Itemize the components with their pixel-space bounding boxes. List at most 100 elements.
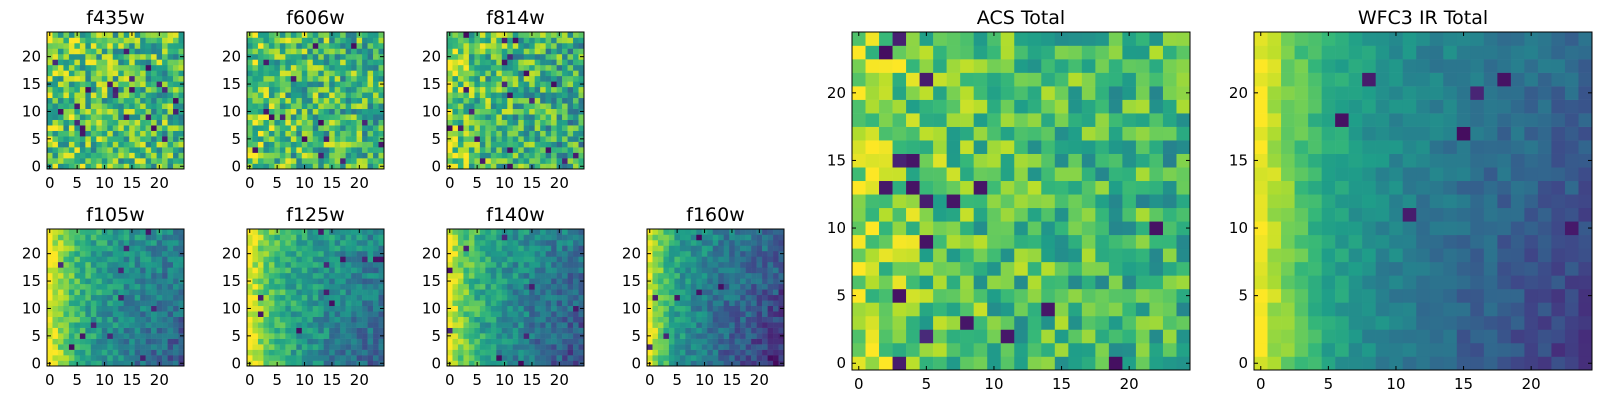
heatmap-cell: [668, 229, 675, 235]
heatmap-cell: [540, 48, 546, 55]
heatmap-cell: [107, 48, 114, 55]
heatmap-cell: [79, 300, 86, 307]
heatmap-cell: [85, 37, 92, 44]
heatmap-cell: [68, 125, 75, 131]
heatmap-cell: [474, 234, 481, 241]
heatmap-cell: [312, 108, 319, 115]
heatmap-cell: [140, 349, 146, 356]
heatmap-cell: [74, 278, 81, 285]
heatmap-cell: [63, 327, 70, 334]
heatmap-cell: [679, 278, 686, 285]
heatmap-cell: [340, 338, 346, 345]
heatmap-cell: [334, 283, 341, 290]
heatmap-cell: [468, 130, 475, 137]
heatmap-cell: [556, 70, 563, 77]
heatmap-cell: [485, 256, 492, 263]
heatmap-cell: [745, 344, 752, 350]
heatmap-cell: [279, 250, 286, 257]
heatmap-cell: [367, 256, 374, 263]
heatmap-cell: [52, 256, 59, 263]
heatmap-cell: [90, 125, 97, 131]
heatmap-cell: [123, 234, 130, 241]
heatmap-cell: [112, 355, 119, 361]
heatmap-cell: [173, 152, 179, 159]
heatmap-cell: [140, 114, 146, 120]
heatmap-cell: [52, 245, 59, 252]
heatmap-cell: [960, 275, 974, 290]
heatmap-cell: [545, 48, 552, 55]
heatmap-cell: [57, 125, 64, 131]
heatmap-cell: [679, 229, 686, 235]
heatmap-cell: [173, 53, 179, 60]
heatmap-cell: [663, 294, 670, 301]
heatmap-cell: [507, 272, 514, 279]
x-tick-label: 0: [445, 371, 455, 389]
heatmap-cell: [318, 42, 325, 49]
heatmap-cell: [529, 114, 535, 120]
heatmap-cell: [960, 342, 974, 357]
heatmap-cell: [101, 108, 108, 115]
heatmap-cell: [751, 261, 757, 268]
heatmap-cell: [134, 261, 141, 268]
heatmap-cell: [1095, 275, 1110, 290]
heatmap-cell: [263, 136, 270, 142]
heatmap-cell: [140, 305, 146, 312]
heatmap-cell: [518, 152, 525, 159]
heatmap-cell: [1108, 315, 1123, 330]
heatmap-cell: [496, 360, 503, 367]
heatmap-cell: [463, 283, 470, 290]
heatmap-cell: [279, 245, 286, 252]
heatmap-cell: [318, 327, 325, 334]
heatmap-cell: [373, 108, 379, 115]
heatmap-cell: [712, 322, 719, 328]
heatmap-cell: [518, 360, 525, 367]
heatmap-cell: [47, 272, 53, 279]
heatmap-cell: [674, 355, 681, 361]
heatmap-cell: [1027, 329, 1042, 344]
heatmap-cell: [468, 136, 475, 142]
heatmap-cell: [47, 327, 53, 334]
heatmap-cell: [167, 92, 174, 99]
heatmap-cell: [457, 316, 464, 323]
heatmap-cell: [367, 53, 374, 60]
heatmap-cell: [74, 322, 81, 328]
heatmap-cell: [501, 344, 508, 350]
heatmap-cell: [257, 316, 264, 323]
heatmap-cell: [540, 355, 546, 361]
heatmap-cell: [345, 103, 352, 110]
heatmap-cell: [1149, 275, 1164, 290]
heatmap-cell: [573, 103, 579, 110]
heatmap-cell: [57, 152, 64, 159]
heatmap-cell: [712, 250, 719, 257]
heatmap-cell: [340, 344, 346, 350]
heatmap-cell: [74, 86, 81, 93]
heatmap-cell: [312, 355, 319, 361]
heatmap-cell: [279, 283, 286, 290]
heatmap-cell: [556, 119, 563, 126]
heatmap-cell: [307, 147, 314, 153]
heatmap-cell: [490, 327, 497, 334]
heatmap-cell: [362, 114, 368, 120]
heatmap-cell: [178, 114, 185, 120]
heatmap-image: [47, 229, 185, 367]
heatmap-cell: [474, 70, 481, 77]
heatmap-cell: [79, 130, 86, 137]
heatmap-cell: [268, 81, 275, 88]
heatmap-cell: [501, 53, 508, 60]
heatmap-cell: [52, 114, 59, 120]
heatmap-cell: [367, 360, 374, 367]
heatmap-cell: [74, 108, 81, 115]
heatmap-cell: [373, 53, 379, 60]
heatmap-cell: [79, 261, 86, 268]
heatmap-cell: [762, 289, 768, 296]
heatmap-cell: [452, 130, 459, 137]
heatmap-cell: [274, 37, 281, 44]
heatmap-cell: [447, 70, 453, 77]
heatmap-cell: [729, 289, 735, 296]
heatmap-cell: [134, 311, 141, 317]
heatmap-cell: [674, 278, 681, 285]
heatmap-cell: [946, 261, 961, 276]
heatmap-cell: [723, 311, 730, 317]
heatmap-cell: [518, 136, 525, 142]
heatmap-cell: [151, 261, 157, 268]
